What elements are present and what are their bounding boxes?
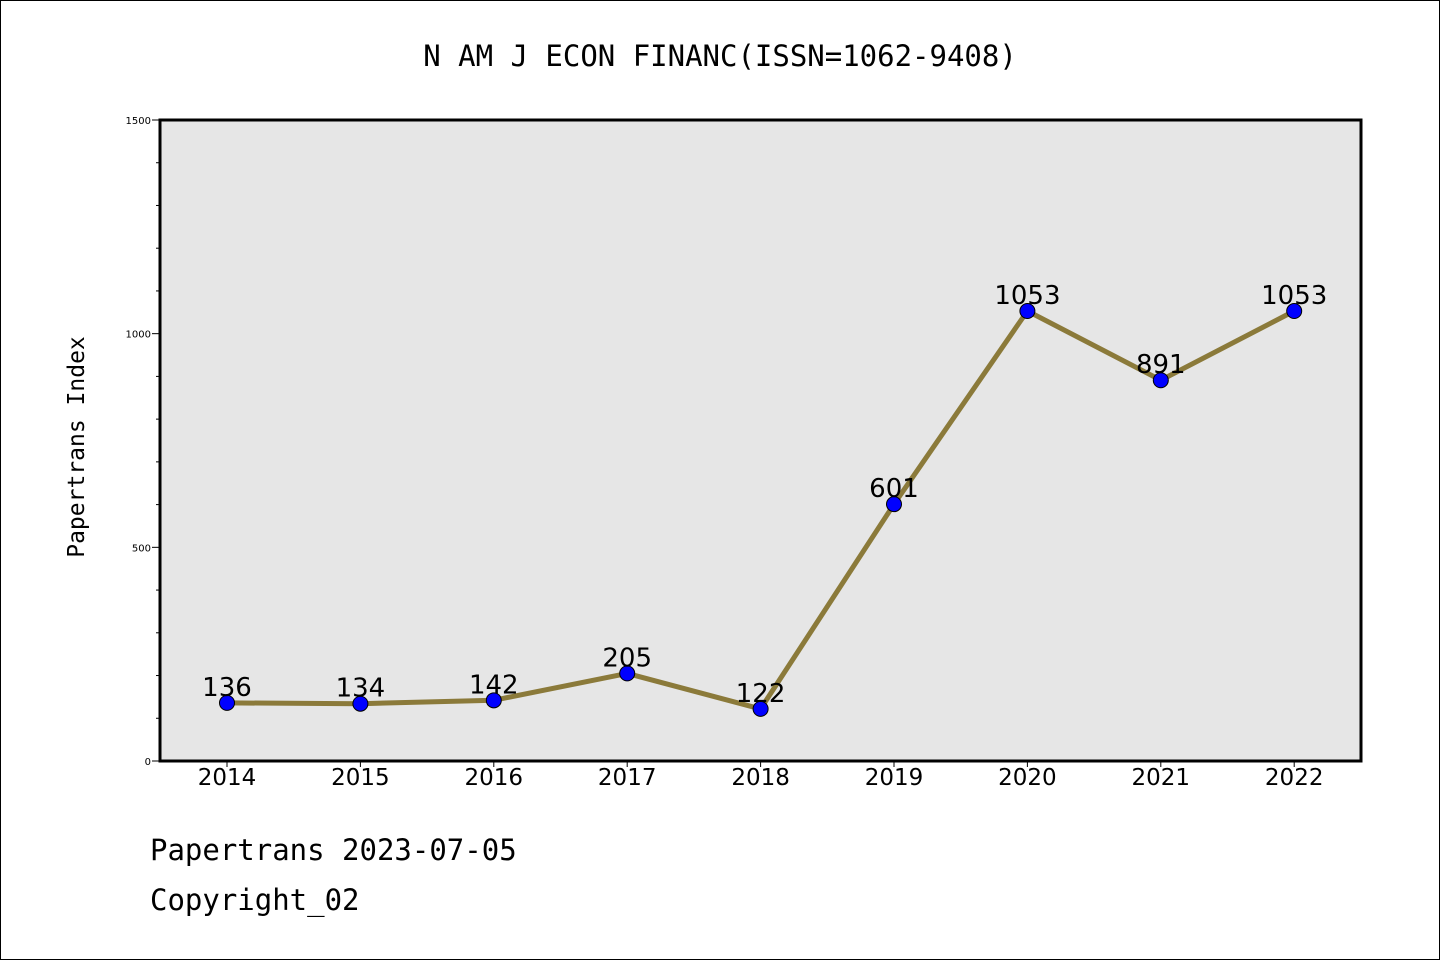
x-tick-label: 2017	[598, 765, 657, 791]
data-label: 1053	[994, 281, 1060, 311]
data-point	[1152, 372, 1169, 389]
data-point	[619, 665, 636, 682]
footer-copyright-line: Copyright_02	[150, 883, 360, 917]
x-tick-label: 2020	[998, 765, 1057, 791]
data-labels: 136 134 142 205 122 601 1053 891 1053	[202, 281, 1327, 709]
data-point	[1019, 303, 1036, 320]
data-point	[352, 695, 369, 712]
data-label: 122	[736, 679, 786, 709]
y-tick-label: 0	[145, 757, 151, 768]
x-tick-label: 2015	[331, 765, 390, 791]
data-label: 601	[869, 474, 919, 504]
y-tick-label: 1500	[126, 116, 151, 127]
data-point	[1286, 303, 1303, 320]
x-tick-label: 2019	[865, 765, 924, 791]
data-point	[752, 700, 769, 717]
footer-date-line: Papertrans 2023-07-05	[150, 833, 517, 867]
data-label: 142	[469, 670, 519, 700]
data-label: 136	[202, 673, 252, 703]
data-label: 134	[336, 674, 386, 704]
chart-title: N AM J ECON FINANC(ISSN=1062-9408)	[423, 39, 1017, 73]
x-tick-label: 2021	[1132, 765, 1191, 791]
x-tick-label: 2016	[465, 765, 524, 791]
axis-ticks: 0 500 1000 1500 2014 2015 2016 2017 2018 2019 2020…	[126, 116, 1324, 791]
plot-border	[158, 118, 1363, 763]
data-label: 1053	[1261, 281, 1327, 311]
y-axis-label: Papertrans Index	[64, 336, 90, 558]
data-point	[485, 692, 502, 709]
plot-area	[160, 120, 1361, 761]
y-tick-label: 500	[132, 543, 151, 554]
x-tick-label: 2018	[731, 765, 790, 791]
data-label: 205	[602, 643, 652, 673]
x-tick-label: 2014	[198, 765, 257, 791]
data-point	[886, 496, 902, 513]
x-tick-label: 2022	[1265, 765, 1324, 791]
series-markers	[219, 303, 1303, 717]
data-label: 891	[1136, 350, 1186, 380]
y-tick-label: 1000	[126, 330, 151, 341]
data-point	[219, 694, 235, 711]
